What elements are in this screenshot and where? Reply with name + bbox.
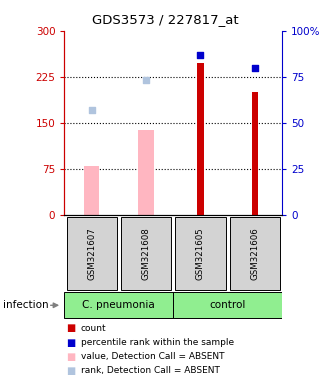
Text: C. pneumonia: C. pneumonia xyxy=(82,300,155,310)
Text: GSM321606: GSM321606 xyxy=(250,227,259,280)
Text: count: count xyxy=(81,324,107,333)
Text: rank, Detection Call = ABSENT: rank, Detection Call = ABSENT xyxy=(81,366,220,376)
FancyBboxPatch shape xyxy=(64,292,173,318)
Point xyxy=(143,78,148,84)
FancyBboxPatch shape xyxy=(230,217,280,290)
Point xyxy=(89,107,94,113)
Bar xyxy=(138,130,154,215)
Text: value, Detection Call = ABSENT: value, Detection Call = ABSENT xyxy=(81,352,224,361)
FancyBboxPatch shape xyxy=(173,292,282,318)
Text: control: control xyxy=(210,300,246,310)
FancyBboxPatch shape xyxy=(67,217,116,290)
Point xyxy=(252,65,257,71)
Text: GSM321607: GSM321607 xyxy=(87,227,96,280)
Text: GSM321605: GSM321605 xyxy=(196,227,205,280)
Text: infection: infection xyxy=(3,300,49,310)
FancyBboxPatch shape xyxy=(176,217,225,290)
Text: ■: ■ xyxy=(66,352,76,362)
FancyBboxPatch shape xyxy=(121,217,171,290)
Bar xyxy=(197,63,204,215)
Text: ■: ■ xyxy=(66,366,76,376)
Bar xyxy=(84,166,99,215)
Bar xyxy=(252,92,258,215)
Text: percentile rank within the sample: percentile rank within the sample xyxy=(81,338,234,347)
Text: GDS3573 / 227817_at: GDS3573 / 227817_at xyxy=(92,13,238,26)
Text: GSM321608: GSM321608 xyxy=(142,227,150,280)
Text: ■: ■ xyxy=(66,323,76,333)
Point xyxy=(198,51,203,58)
Text: ■: ■ xyxy=(66,338,76,348)
